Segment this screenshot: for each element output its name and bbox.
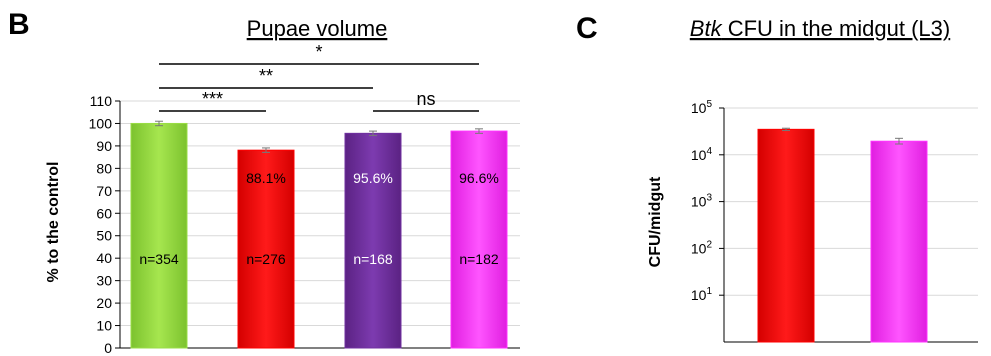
panel-b-significance-label: ns [416, 89, 435, 109]
panel-c-label: C [576, 12, 598, 45]
panel-b-bar-percent-label: 95.6% [353, 170, 393, 186]
panel-b-tick-label: 40 [96, 250, 112, 266]
panel-b-bar [131, 123, 187, 348]
panel-b-tick-label: 110 [90, 93, 113, 109]
panel-c-tick-base: 10 [691, 240, 707, 256]
panel-b-tick-label: 90 [96, 138, 112, 154]
panel-b-title: Pupae volume [247, 16, 388, 41]
panel-c-tick-exponent: 2 [706, 239, 712, 250]
panel-c-tick-label: 104 [691, 146, 713, 163]
panel-c-tick-exponent: 5 [706, 99, 712, 110]
panel-c-tick-exponent: 4 [706, 146, 712, 157]
panel-c-tick-label: 105 [691, 99, 713, 116]
panel-b-tick-label: 30 [96, 273, 112, 289]
panel-c-bar [758, 129, 814, 342]
panel-b-significance-label: * [315, 42, 322, 62]
panel-b-significance-label: ** [259, 66, 273, 86]
panel-c-tick-label: 101 [691, 286, 713, 303]
panel-c-tick-label: 103 [691, 193, 713, 210]
panel-b-bar [451, 131, 507, 348]
panel-c-title-italic: Btk [690, 16, 723, 41]
panel-b-tick-label: 80 [96, 160, 112, 176]
panel-b-significance-label: *** [202, 89, 223, 109]
panel-c-tick-base: 10 [691, 147, 707, 163]
panel-b-bar-n-label: n=168 [353, 251, 393, 267]
panel-c-title-rest: CFU in the midgut (L3) [722, 16, 951, 41]
panel-c-tick-exponent: 1 [706, 286, 712, 297]
panel-b-bars: n=354 88.1% n=276 95.6% n=168 96.6% n=182 [131, 121, 507, 348]
panel-c-bar [871, 141, 927, 342]
panel-b-y-axis-label: % to the control [45, 162, 62, 283]
panel-c-title: Btk CFU in the midgut (L3) [690, 16, 950, 41]
panel-b-bar-percent-label: 88.1% [246, 170, 286, 186]
panel-c-chart: C Btk CFU in the midgut (L3) CFU/midgut … [576, 12, 978, 342]
panel-b-tick-label: 100 [89, 115, 113, 131]
panel-c-y-axis-label: CFU/midgut [647, 176, 664, 267]
panel-b-bar-n-label: n=182 [459, 251, 499, 267]
panel-c-tick-exponent: 3 [706, 193, 712, 204]
panel-b-label: B [8, 8, 30, 41]
panel-b-bar-n-label: n=354 [139, 251, 179, 267]
panel-c-tick-base: 10 [691, 100, 707, 116]
panel-c-tick-base: 10 [691, 287, 707, 303]
panel-b-tick-label: 60 [96, 205, 112, 221]
panel-b-bar [345, 133, 401, 348]
panel-b-tick-label: 0 [104, 340, 112, 356]
panel-c-bars [758, 128, 927, 342]
panel-b-tick-label: 20 [96, 295, 112, 311]
panel-c-tick-base: 10 [691, 194, 707, 210]
panel-b-bar-n-label: n=276 [246, 251, 286, 267]
panel-b-bar-percent-label: 96.6% [459, 170, 499, 186]
panel-b-chart: B Pupae volume % to the control 0 10 20 30 4… [8, 8, 520, 356]
panel-b-tick-label: 10 [96, 318, 112, 334]
panel-c-tick-label: 102 [691, 239, 713, 256]
panel-b-tick-label: 50 [96, 228, 112, 244]
panel-b-tick-label: 70 [96, 183, 112, 199]
